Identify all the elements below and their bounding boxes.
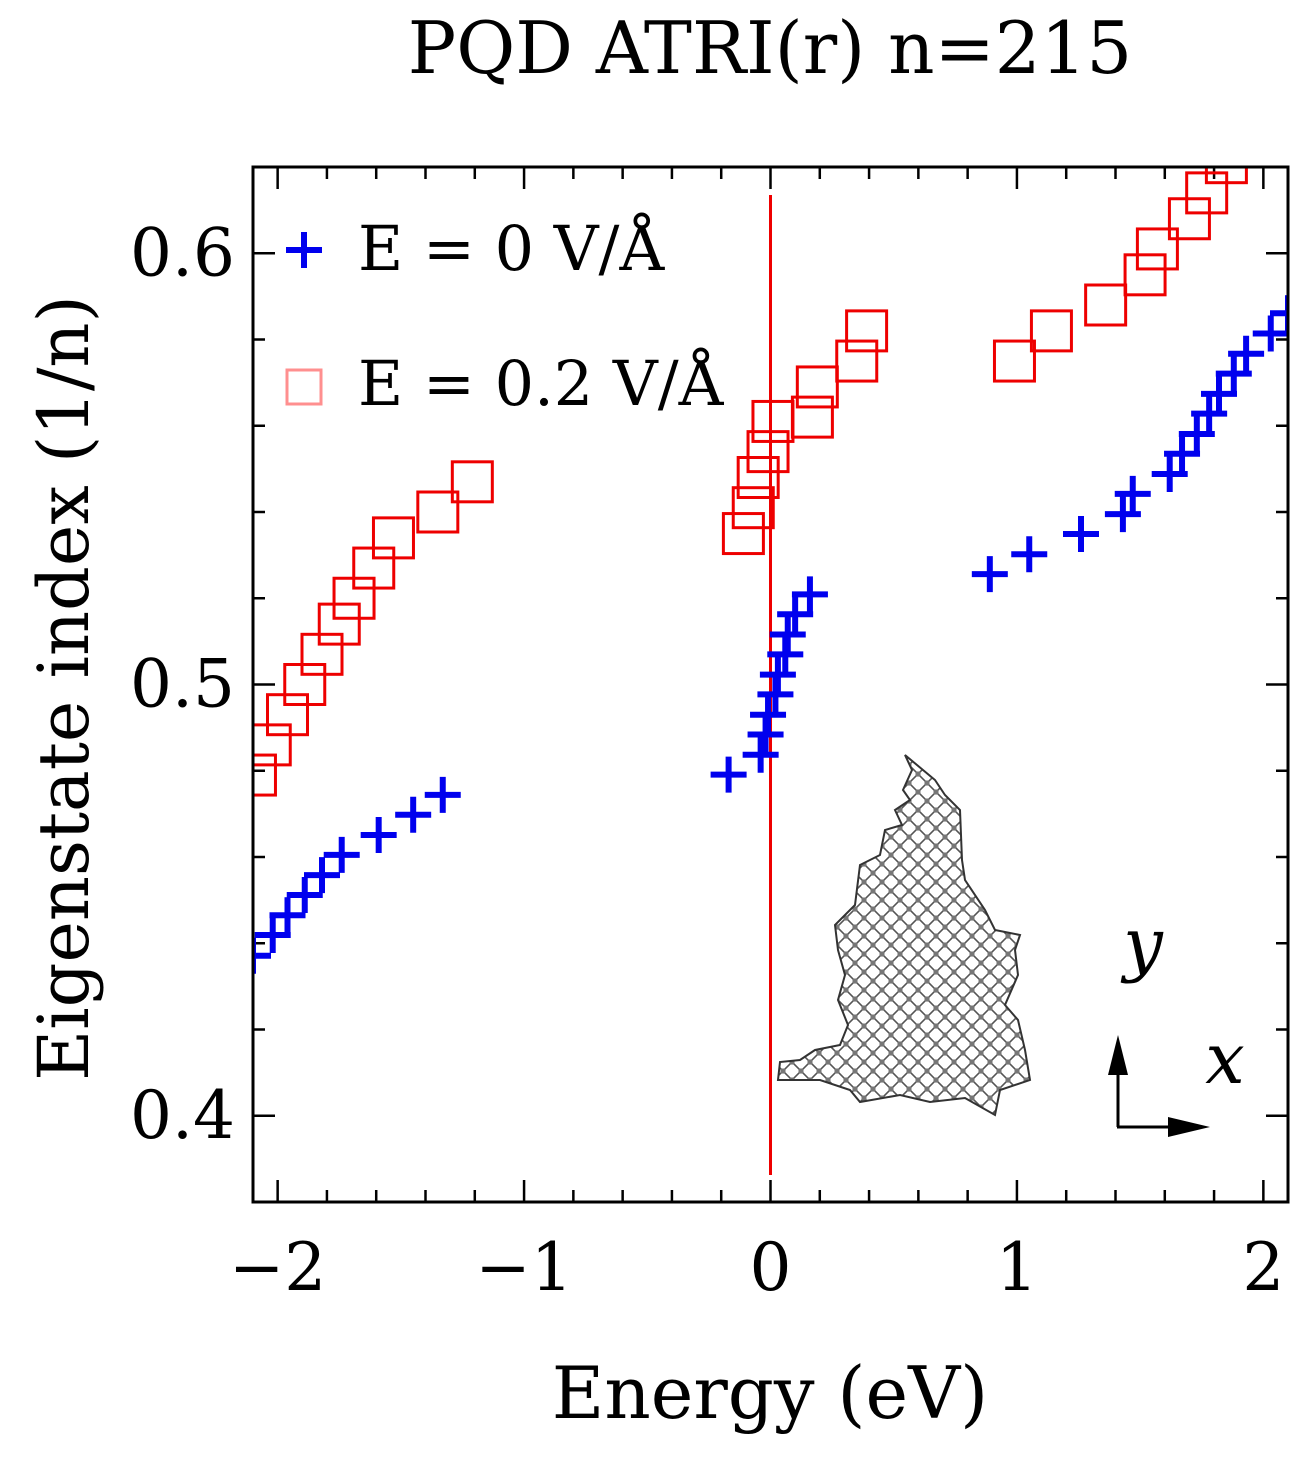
data-point-plus — [395, 796, 432, 833]
data-marks — [253, 61, 1306, 974]
flake-shape — [776, 754, 1032, 1117]
data-point-plus — [304, 857, 340, 894]
inset-x-arrowhead — [1168, 1117, 1210, 1137]
inset-y-arrowhead — [1108, 1035, 1128, 1075]
legend-marker-plus — [286, 232, 322, 268]
data-point-plus — [1011, 536, 1048, 573]
data-point-plus — [750, 696, 787, 733]
inset-x-label: x — [1205, 1018, 1244, 1100]
data-point-square — [253, 723, 292, 767]
data-point-square — [992, 339, 1036, 383]
data-point-square — [1256, 87, 1296, 127]
legend-marker-square — [285, 368, 323, 406]
data-point-plus — [1252, 315, 1288, 352]
data-point-square — [1029, 309, 1073, 353]
legend-label-e02: E = 0.2 V/Å — [358, 347, 725, 420]
y-axis-label: Eigenstate index (1/n) — [23, 295, 105, 1081]
data-point-plus — [769, 616, 806, 653]
axis-tick-labels: −2 −1 0 1 2 0.4 0.5 0.6 — [130, 214, 1284, 1306]
data-point-square — [795, 365, 839, 409]
data-point-square — [450, 460, 494, 504]
x-tick-label: 0 — [750, 1229, 792, 1306]
data-point-square — [845, 309, 889, 353]
data-point-plus — [1151, 456, 1188, 493]
data-point-square — [1084, 283, 1128, 327]
data-point-plus — [791, 576, 828, 613]
data-point-square — [1123, 253, 1167, 297]
data-point-square — [1268, 61, 1306, 101]
data-point-square — [371, 516, 415, 560]
inset-flake: y x — [776, 754, 1245, 1137]
data-point-plus — [1201, 375, 1237, 412]
data-point-plus — [1215, 355, 1252, 392]
data-point-square — [835, 339, 879, 383]
data-point-square — [731, 486, 775, 530]
data-point-square — [721, 512, 765, 556]
data-point-square — [1204, 167, 1248, 185]
data-point-square — [790, 395, 834, 439]
chart-title: PQD ATRI(r) n=215 — [408, 6, 1132, 90]
plot-area — [253, 61, 1306, 1175]
data-point-plus — [424, 776, 461, 813]
series-e02 — [253, 61, 1306, 797]
data-point-square — [746, 430, 790, 474]
data-point-square — [736, 456, 780, 499]
data-point-square — [1167, 197, 1211, 241]
data-point-plus — [1164, 435, 1201, 472]
data-point-plus — [1114, 475, 1151, 512]
data-point-square — [416, 490, 460, 534]
axis-ticks — [253, 165, 1288, 1204]
data-point-plus — [710, 756, 747, 793]
legend-label-e0: E = 0 V/Å — [358, 212, 665, 285]
y-tick-label: 0.5 — [130, 646, 235, 723]
data-point-plus — [971, 556, 1008, 593]
data-point-plus — [1228, 335, 1265, 372]
data-point-plus — [759, 656, 796, 693]
data-point-square — [283, 663, 327, 706]
data-point-plus — [1104, 496, 1141, 533]
data-point-plus — [742, 736, 779, 773]
series-e0 — [253, 295, 1288, 974]
inset-y-label: y — [1120, 903, 1164, 985]
data-point-square — [1135, 227, 1179, 271]
data-point-plus — [253, 937, 271, 974]
data-point-plus — [1063, 515, 1099, 552]
data-point-square — [317, 602, 361, 646]
x-tick-label: 2 — [1242, 1229, 1284, 1306]
x-axis-label: Energy (eV) — [552, 1351, 988, 1435]
data-point-plus — [360, 817, 397, 854]
data-point-plus — [1191, 395, 1228, 432]
data-point-square — [1224, 117, 1264, 157]
x-tick-label: −1 — [475, 1229, 572, 1306]
data-point-plus — [1178, 415, 1215, 452]
y-tick-label: 0.4 — [130, 1077, 235, 1154]
x-tick-label: −2 — [229, 1229, 326, 1306]
x-tick-label: 1 — [996, 1229, 1038, 1306]
data-point-square — [253, 753, 277, 797]
data-point-plus — [254, 917, 291, 954]
legend: E = 0 V/Å E = 0.2 V/Å — [285, 212, 725, 420]
data-point-plus — [286, 876, 323, 913]
data-point-plus — [323, 836, 360, 873]
data-point-square — [266, 693, 309, 737]
y-tick-label: 0.6 — [130, 214, 235, 291]
data-point-plus — [777, 596, 814, 633]
plot-frame — [251, 165, 1290, 1204]
data-point-square — [300, 632, 344, 676]
data-point-plus — [269, 897, 306, 934]
data-point-plus — [1270, 295, 1288, 332]
